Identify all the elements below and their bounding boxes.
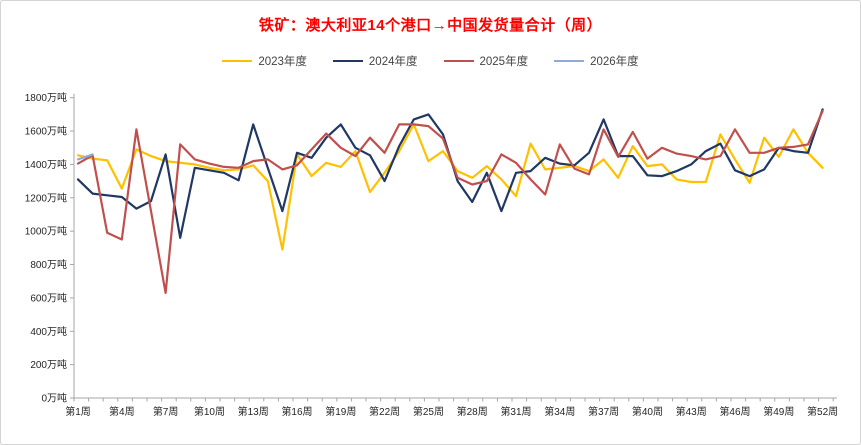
x-tick-label: 第16周 bbox=[281, 405, 312, 418]
x-tick-label: 第4周 bbox=[109, 405, 135, 418]
y-tick-label: 1400万吨 bbox=[25, 158, 67, 171]
legend-item: 2024年度 bbox=[332, 53, 418, 69]
x-tick-label: 第46周 bbox=[719, 405, 750, 418]
series-line-2025年度 bbox=[76, 109, 824, 294]
x-tick-label: 第49周 bbox=[763, 405, 794, 418]
x-tick-label: 第40周 bbox=[632, 405, 663, 418]
series-line-2024年度 bbox=[76, 108, 824, 239]
legend-item: 2026年度 bbox=[554, 53, 639, 69]
x-tick-label: 第31周 bbox=[500, 405, 531, 418]
x-tick-label: 第28周 bbox=[457, 405, 488, 418]
x-tick-label: 第37周 bbox=[588, 405, 619, 418]
x-tick-label: 第13周 bbox=[238, 405, 269, 418]
legend-label: 2024年度 bbox=[368, 56, 418, 68]
legend-swatch bbox=[222, 60, 253, 62]
legend-swatch bbox=[332, 60, 363, 62]
legend-label: 2023年度 bbox=[258, 56, 307, 68]
chart-title: 铁矿：澳大利亚14个港口→中国发货量合计（周） bbox=[258, 17, 603, 34]
y-tick-label: 1200万吨 bbox=[25, 191, 67, 204]
y-tick-label: 1600万吨 bbox=[25, 125, 67, 138]
x-tick-label: 第10周 bbox=[194, 405, 225, 418]
legend-swatch bbox=[554, 60, 585, 62]
y-tick-label: 600万吨 bbox=[30, 291, 67, 304]
y-tick-label: 800万吨 bbox=[30, 258, 67, 271]
legend-item: 2025年度 bbox=[443, 53, 529, 69]
x-tick-label: 第22周 bbox=[369, 405, 400, 418]
y-tick-label: 400万吨 bbox=[30, 325, 67, 338]
y-tick-label: 200万吨 bbox=[30, 358, 67, 371]
x-tick-label: 第52周 bbox=[807, 405, 838, 418]
series-line-2026年度 bbox=[76, 153, 94, 161]
legend-item: 2023年度 bbox=[222, 53, 307, 69]
x-tick-label: 第43周 bbox=[676, 405, 707, 418]
legend-label: 2026年度 bbox=[590, 56, 639, 68]
x-tick-label: 第1周 bbox=[65, 405, 91, 418]
legend: 2023年度 2024年度 2025年度 2026年度 bbox=[1, 53, 860, 69]
x-tick-label: 第7周 bbox=[153, 405, 179, 418]
legend-swatch bbox=[443, 60, 474, 62]
y-tick-label: 0万吨 bbox=[41, 392, 67, 405]
x-tick-label: 第25周 bbox=[413, 405, 444, 418]
x-tick-label: 第34周 bbox=[544, 405, 575, 418]
y-tick-label: 1000万吨 bbox=[25, 225, 67, 238]
legend-label: 2025年度 bbox=[479, 56, 529, 68]
x-tick-label: 第19周 bbox=[325, 405, 356, 418]
y-tick-label: 1800万吨 bbox=[25, 91, 67, 104]
